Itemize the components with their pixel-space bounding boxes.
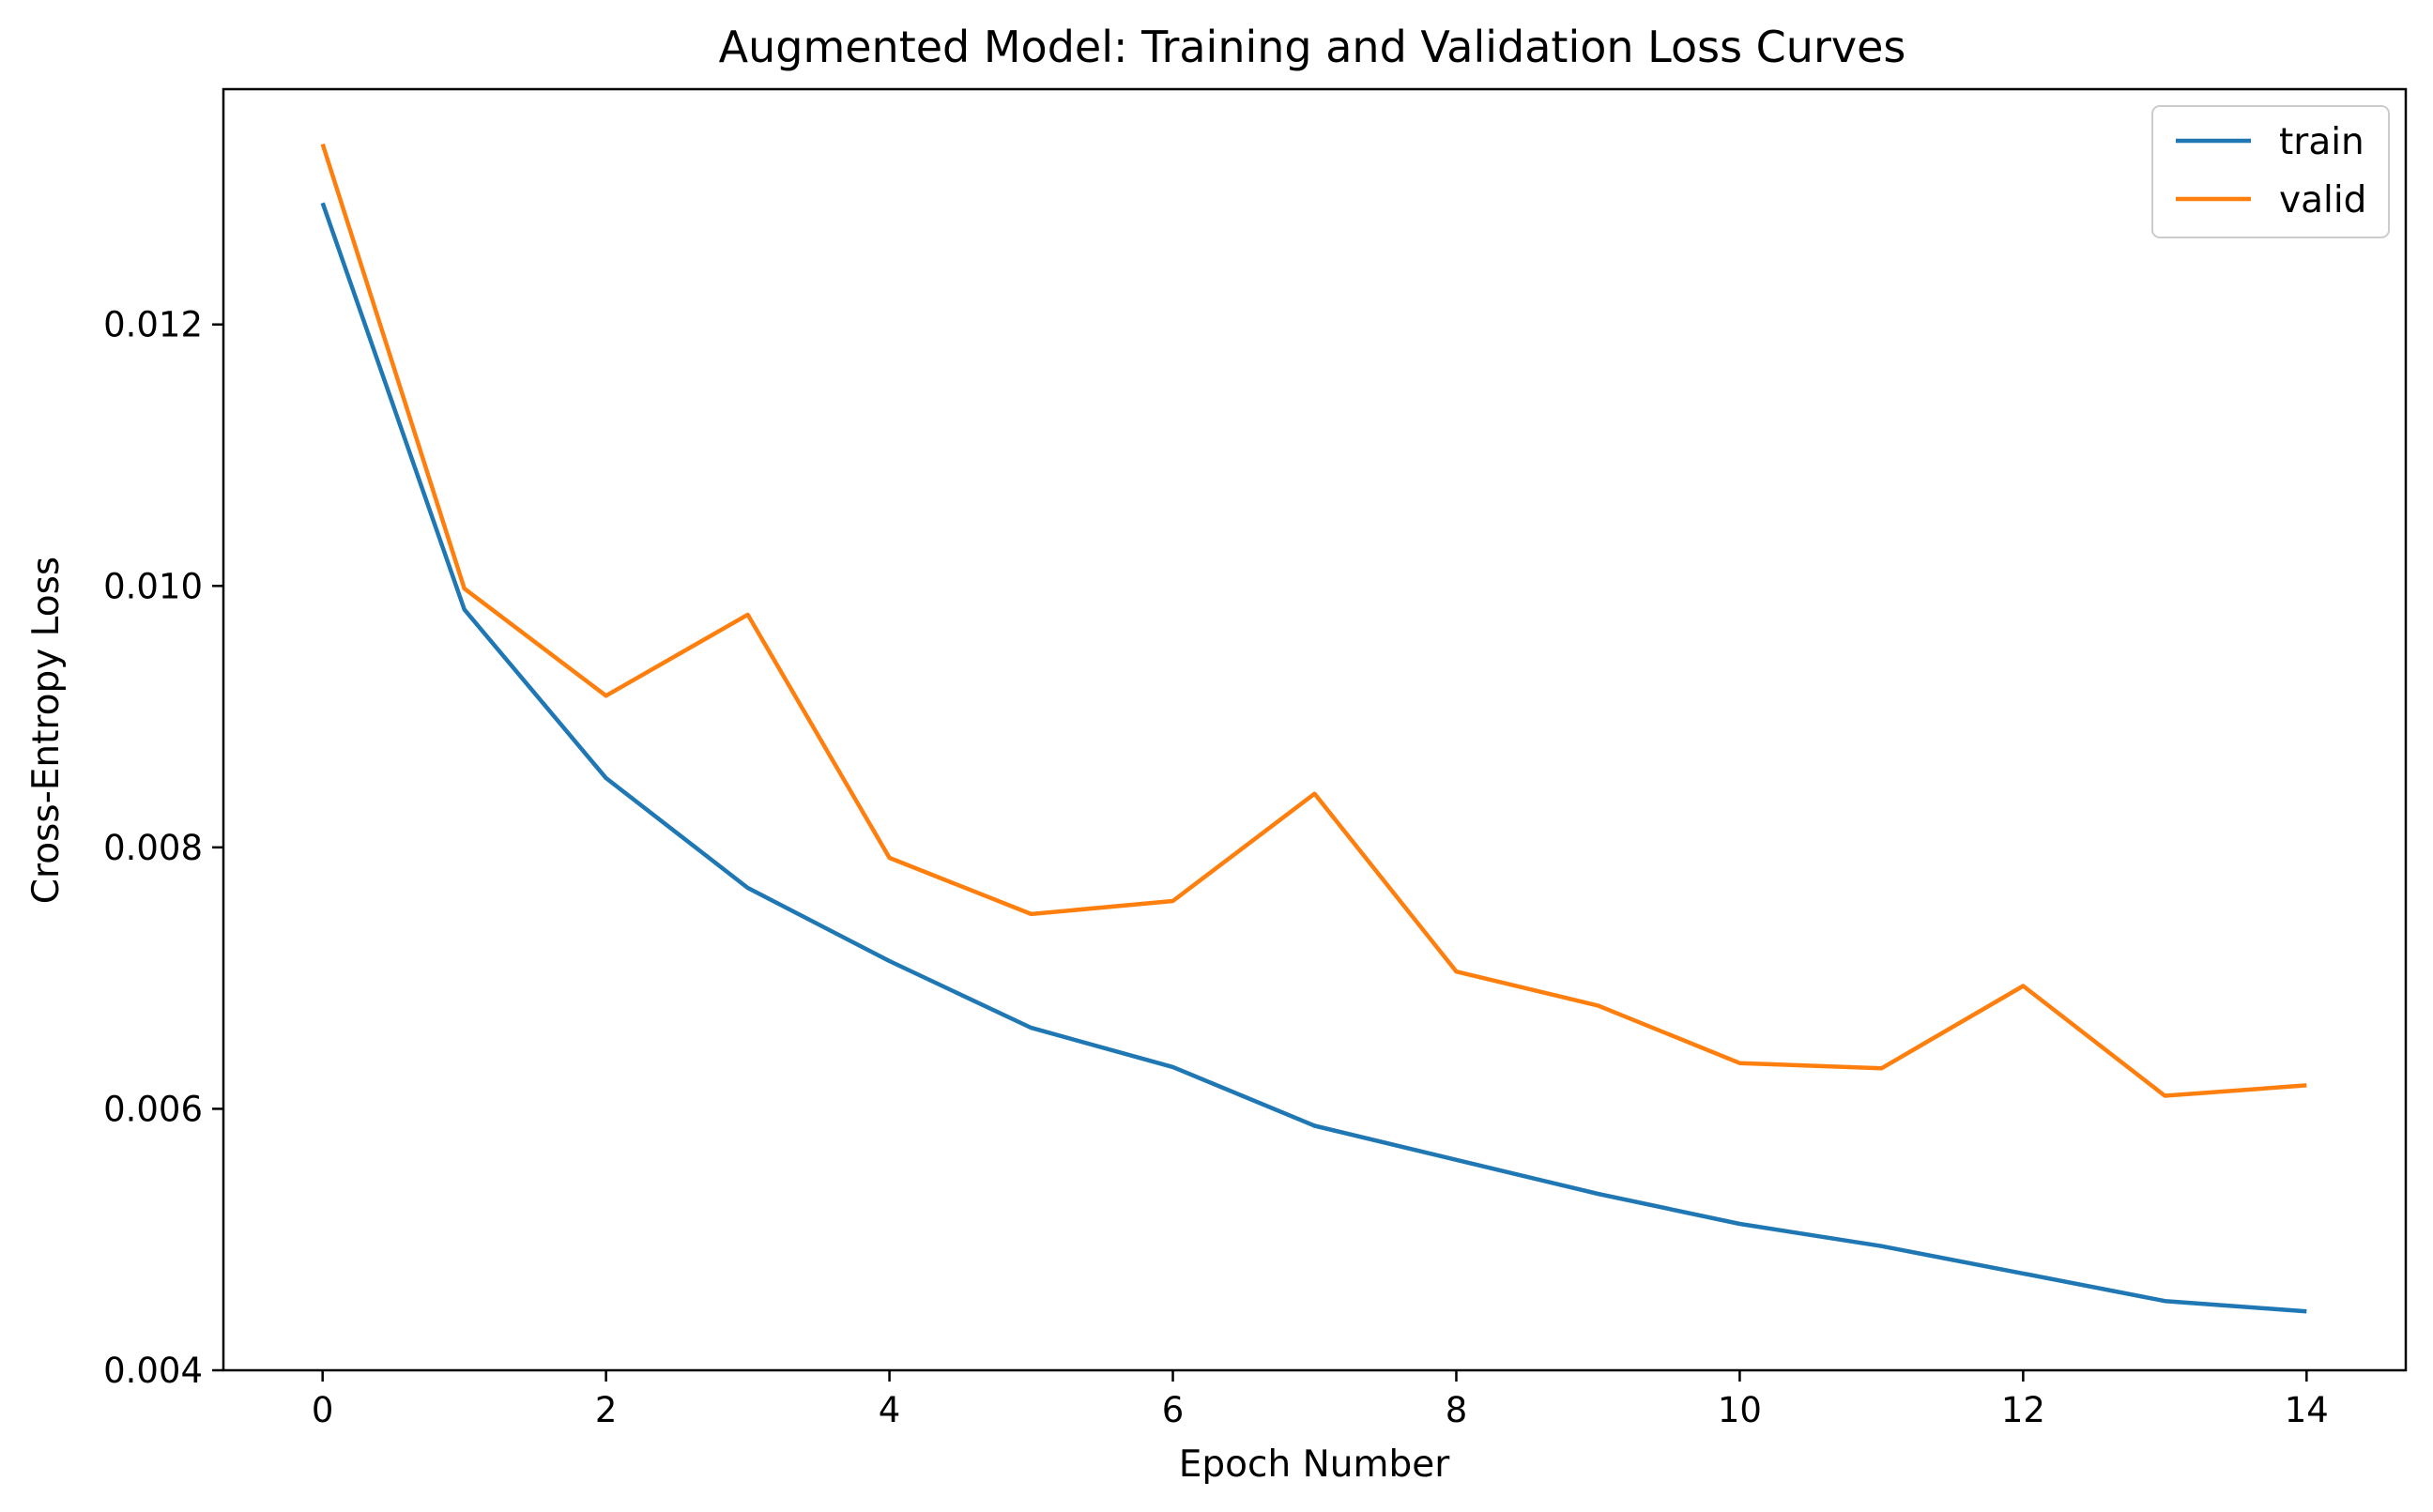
legend-label-valid: valid — [2279, 179, 2366, 221]
y-axis-ticks: 0.004 0.006 0.008 0.010 0.012 — [103, 305, 223, 1391]
plot-lines — [320, 143, 2307, 1314]
legend: train valid — [2151, 105, 2390, 238]
x-tick-label: 2 — [595, 1390, 618, 1430]
y-tick-label: 0.012 — [103, 305, 203, 345]
y-tick-label: 0.010 — [103, 566, 203, 606]
x-tick-label: 14 — [2285, 1390, 2329, 1430]
y-tick-label: 0.006 — [103, 1089, 203, 1129]
x-tick-label: 6 — [1162, 1390, 1185, 1430]
legend-label-train: train — [2279, 121, 2364, 163]
x-tick-label: 4 — [879, 1390, 901, 1430]
x-axis-label: Epoch Number — [1179, 1443, 1450, 1486]
x-tick-label: 12 — [2001, 1390, 2045, 1430]
y-tick-label: 0.004 — [103, 1351, 203, 1391]
x-tick-label: 8 — [1446, 1390, 1468, 1430]
x-tick-label: 0 — [312, 1390, 334, 1430]
chart-title: Augmented Model: Training and Validation… — [719, 22, 1906, 72]
x-tick-label: 10 — [1718, 1390, 1762, 1430]
series-line-valid — [320, 143, 2307, 1098]
y-axis-label: Cross-Entropy Loss — [25, 557, 68, 904]
y-tick-label: 0.008 — [103, 828, 203, 868]
plot-frame — [222, 87, 2408, 1372]
series-line-train — [320, 202, 2307, 1314]
x-axis-ticks: 0 2 4 6 8 10 12 14 — [312, 1370, 2329, 1430]
